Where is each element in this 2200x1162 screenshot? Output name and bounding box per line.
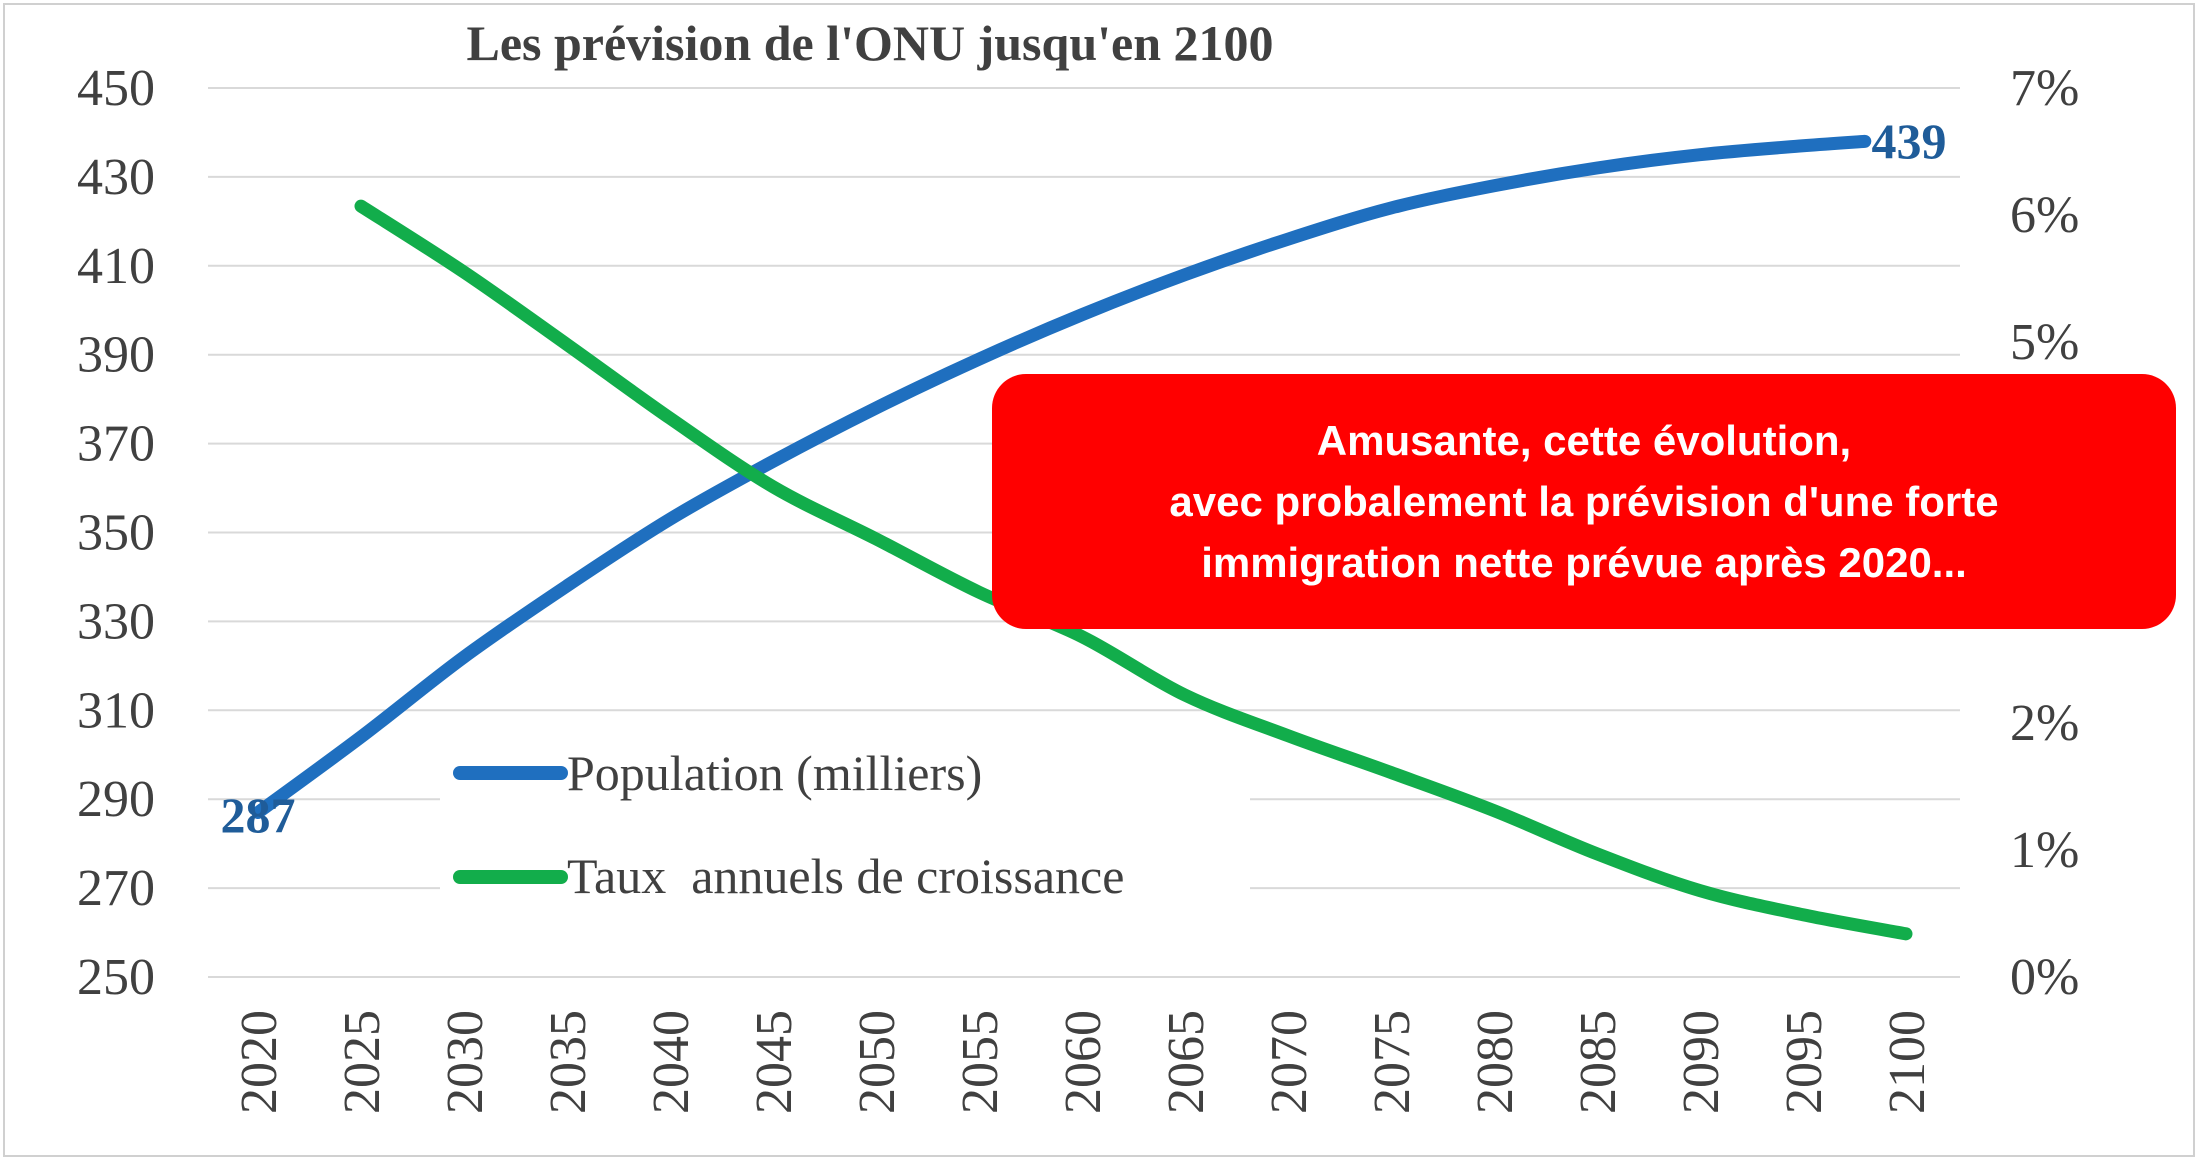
data-point (1287, 238, 1289, 240)
data-point (1699, 154, 1701, 156)
x-tick-label: 2050 (849, 1010, 906, 1114)
x-tick-label: 2030 (437, 1010, 494, 1114)
data-point (1390, 772, 1392, 774)
callout-line: avec probalement la prévision d'une fort… (1169, 478, 1999, 525)
right-tick-label: 6% (2010, 187, 2079, 244)
data-point (1802, 914, 1804, 916)
data-point (1596, 853, 1598, 855)
x-tick-label: 2095 (1776, 1010, 1833, 1114)
x-tick-label: 2085 (1570, 1010, 1627, 1114)
left-tick-label: 290 (77, 771, 155, 828)
data-point (875, 538, 877, 540)
data-point (978, 591, 980, 593)
series-line-population (251, 134, 1872, 820)
start-value-label: 287 (221, 787, 296, 843)
annotation-callout: Amusante, cette évolution, avec probalem… (992, 374, 2176, 629)
data-point (566, 585, 568, 587)
legend-background (440, 738, 1250, 908)
chart-frame (3, 3, 2195, 1157)
x-tick-label: 2020 (231, 1010, 288, 1114)
left-tick-label: 330 (77, 593, 155, 650)
data-point (772, 486, 774, 488)
right-tick-label: 5% (2010, 314, 2079, 371)
x-tick-label: 2055 (952, 1010, 1009, 1114)
left-tick-label: 250 (77, 949, 155, 1006)
legend: Population (milliers) Taux annuels de cr… (440, 738, 1250, 908)
data-point (1493, 810, 1495, 812)
data-point (1596, 167, 1598, 169)
x-tick-label: 2040 (643, 1010, 700, 1114)
data-point (1390, 207, 1392, 209)
data-point (463, 271, 465, 273)
x-tick-label: 2090 (1673, 1010, 1730, 1114)
callout-line: immigration nette prévue après 2020... (1201, 539, 1967, 586)
x-tick-label: 2045 (746, 1010, 803, 1114)
data-point (1493, 185, 1495, 187)
data-point (257, 812, 259, 814)
x-tick-label: 2100 (1879, 1010, 1936, 1114)
data-point (669, 417, 671, 419)
x-tick-label: 2075 (1364, 1010, 1421, 1114)
end-value-label: 439 (1872, 113, 1947, 169)
series-line-growth-rate (354, 199, 1913, 941)
data-point (360, 736, 362, 738)
data-point (360, 205, 362, 207)
data-point (463, 656, 465, 658)
left-tick-label: 450 (77, 60, 155, 117)
data-point (1699, 890, 1701, 892)
data-point (1287, 735, 1289, 737)
data-point (1184, 274, 1186, 276)
left-tick-label: 430 (77, 149, 155, 206)
data-labels: 287 439 (221, 113, 1947, 843)
data-point (669, 518, 671, 520)
x-tick-label: 2060 (1055, 1010, 1112, 1114)
right-tick-label: 0% (2010, 949, 2079, 1006)
legend-label-growth-rate: Taux annuels de croissance (567, 848, 1124, 904)
callout-line: Amusante, cette évolution, (1316, 417, 1852, 464)
data-point (1802, 145, 1804, 147)
data-point (1864, 140, 1866, 142)
right-tick-label: 2% (2010, 695, 2079, 752)
series-lines (251, 134, 1913, 941)
left-axis-ticks: 250 270 290 310 330 350 370 390 410 430 450 (77, 60, 155, 1006)
left-tick-label: 390 (77, 327, 155, 384)
left-tick-label: 310 (77, 682, 155, 739)
data-point (1184, 694, 1186, 696)
x-tick-label: 2070 (1261, 1010, 1318, 1114)
x-tick-label: 2025 (334, 1010, 391, 1114)
data-point (566, 344, 568, 346)
data-point (1905, 933, 1907, 935)
legend-label-population: Population (milliers) (567, 745, 982, 801)
data-point (772, 460, 774, 462)
left-tick-label: 350 (77, 505, 155, 562)
x-tick-label: 2080 (1467, 1010, 1524, 1114)
x-tick-label: 2065 (1158, 1010, 1215, 1114)
left-tick-label: 270 (77, 860, 155, 917)
data-point (1081, 636, 1083, 638)
data-point (1081, 314, 1083, 316)
data-point (978, 358, 980, 360)
x-tick-label: 2035 (540, 1010, 597, 1114)
right-tick-label: 7% (2010, 60, 2079, 117)
left-tick-label: 370 (77, 416, 155, 473)
x-axis-ticks: 2020 2025 2030 2035 2040 2045 2050 2055 2060 2065… (231, 1010, 1936, 1114)
right-tick-label: 1% (2010, 822, 2079, 879)
data-point (875, 407, 877, 409)
right-axis-ticks: 0% 1% 2% 5% 6% 7% (2010, 60, 2079, 1006)
left-tick-label: 410 (77, 238, 155, 295)
chart-title: Les prévision de l'ONU jusqu'en 2100 (466, 15, 1273, 71)
